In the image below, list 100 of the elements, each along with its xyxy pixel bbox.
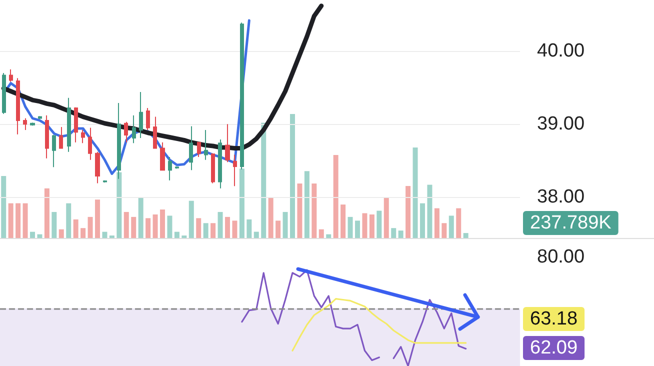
candlestick: [45, 114, 49, 159]
bar: [73, 219, 78, 238]
bar: [88, 216, 93, 238]
bar: [355, 220, 360, 238]
bar: [340, 204, 346, 238]
bar: [116, 172, 122, 238]
candlestick: [153, 116, 157, 149]
candlestick: [146, 108, 150, 130]
bar: [8, 203, 14, 238]
bar: [131, 216, 136, 238]
bar: [463, 233, 468, 238]
bar: [52, 212, 57, 238]
candlestick: [197, 142, 201, 158]
candlestick: [175, 166, 179, 170]
bar: [203, 223, 208, 238]
bar: [398, 230, 404, 238]
candlestick: [139, 91, 143, 138]
bar: [246, 219, 252, 238]
bar: [268, 197, 274, 238]
bar: [261, 122, 266, 238]
bar: [297, 183, 302, 238]
bar: [376, 210, 382, 238]
candlestick: [9, 68, 13, 82]
bar: [66, 203, 72, 238]
candlestick: [225, 124, 230, 163]
candlestick: [30, 122, 35, 126]
bar: [146, 218, 151, 238]
bar: [174, 232, 180, 238]
bar: [448, 216, 454, 238]
bar: [391, 228, 396, 238]
bar: [420, 203, 425, 238]
text: 80.00: [537, 246, 585, 268]
bar: [218, 212, 223, 238]
candlestick: [160, 142, 165, 171]
bar: [124, 212, 129, 238]
bar: [188, 200, 194, 238]
candlestick: [95, 151, 100, 184]
bar: [44, 188, 50, 238]
bar: [312, 183, 317, 238]
candlestick: [132, 114, 136, 144]
text: 237.789K: [530, 212, 612, 234]
bar: [282, 212, 288, 238]
bar: [442, 223, 447, 238]
bar: [58, 229, 64, 238]
bar: [348, 216, 353, 238]
bar: [1, 176, 6, 238]
bar: [80, 228, 86, 238]
candlestick: [81, 129, 85, 144]
bar: [290, 114, 295, 238]
bar: [434, 208, 440, 238]
candlestick: [59, 126, 63, 149]
text: 63.18: [530, 308, 578, 330]
bar: [232, 220, 238, 238]
bar: [16, 203, 21, 238]
bar: [326, 234, 332, 238]
candlestick: [2, 72, 6, 114]
candlestick: [233, 154, 237, 187]
bar: [304, 171, 310, 238]
candlestick: [211, 152, 215, 184]
y-tick-label: 39.00: [537, 114, 585, 135]
candlestick: [52, 134, 56, 168]
bar: [456, 208, 462, 238]
bar: [30, 232, 35, 238]
text: 62.09: [530, 338, 578, 358]
bar: [37, 234, 42, 238]
candlestick: [204, 129, 208, 160]
candlestick: [124, 121, 128, 143]
bar: [369, 214, 374, 238]
bar: [102, 232, 108, 238]
candlestick: [168, 156, 172, 181]
candlestick: [88, 127, 92, 160]
candlestick: [23, 118, 27, 130]
y-tick-label: 40.00: [537, 40, 585, 62]
bar: [412, 148, 418, 238]
bar: [196, 218, 202, 238]
bar: [318, 229, 324, 238]
candlestick: [189, 126, 193, 171]
bar: [160, 209, 165, 238]
candlestick: [67, 97, 71, 152]
candlestick: [103, 180, 107, 184]
candlestick: [38, 116, 42, 120]
bar: [225, 216, 230, 238]
bar: [239, 168, 244, 238]
bar: [406, 186, 411, 238]
bar: [152, 214, 158, 238]
candlestick: [16, 78, 20, 135]
bar: [333, 154, 338, 238]
bar: [276, 220, 281, 238]
bar: [254, 232, 259, 238]
bar: [427, 184, 432, 238]
bar: [22, 203, 28, 238]
bar: [384, 197, 389, 238]
y-tick-label: 38.00: [537, 186, 585, 208]
bar: [210, 223, 216, 238]
bar: [138, 197, 144, 238]
bar: [167, 216, 172, 238]
bar: [362, 213, 368, 238]
bar: [95, 200, 100, 238]
candlestick: [74, 106, 78, 143]
candlestick: [218, 138, 222, 189]
